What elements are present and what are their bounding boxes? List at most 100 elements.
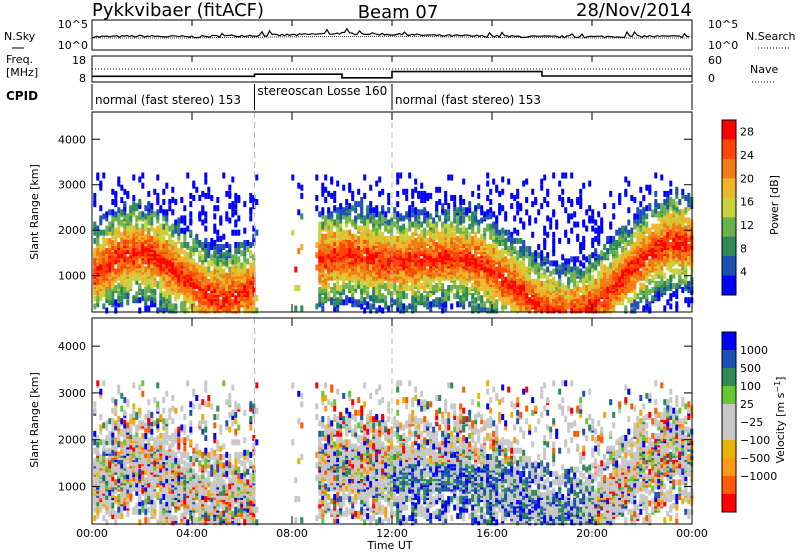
power-cell: [582, 244, 586, 250]
power-cell: [432, 299, 436, 306]
power-cell: [564, 207, 568, 214]
power-cell: [588, 305, 592, 312]
power-cell: [594, 282, 598, 289]
power-cell: [396, 223, 400, 230]
power-cell: [588, 180, 592, 187]
power-cell: [687, 256, 691, 263]
power-cell: [366, 264, 370, 271]
power-cell: [546, 231, 550, 238]
power-cell: [642, 219, 646, 226]
power-cell: [450, 231, 454, 238]
power-cell: [669, 282, 673, 289]
power-cell: [105, 297, 109, 304]
power-cell: [174, 303, 178, 310]
power-cell: [477, 244, 481, 250]
power-cell: [207, 307, 211, 314]
power-cell: [507, 178, 511, 185]
power-cell: [126, 280, 130, 287]
power-cell: [216, 270, 220, 277]
power-cell: [324, 225, 328, 232]
power-cell: [657, 211, 661, 218]
power-cell: [321, 297, 325, 304]
power-cell: [534, 282, 538, 289]
power-cell: [321, 233, 325, 240]
power-cell: [405, 188, 409, 195]
power-cell: [210, 237, 214, 244]
power-cell: [657, 272, 661, 279]
power-cell: [585, 274, 589, 281]
power-cell: [543, 289, 547, 295]
power-cell: [447, 215, 451, 222]
power-cell: [189, 285, 193, 291]
power-cell: [111, 260, 115, 267]
power-cell: [576, 256, 580, 263]
power-cell: [543, 174, 547, 181]
power-cell: [162, 209, 166, 216]
power-cell: [420, 197, 424, 203]
power-cell: [219, 303, 223, 310]
power-cell: [138, 262, 142, 269]
power-cell: [519, 203, 523, 210]
power-cell: [228, 293, 232, 300]
power-cell: [144, 305, 148, 312]
power-cell: [672, 209, 676, 216]
power-cell: [165, 293, 169, 300]
freq-unit: [MHz]: [6, 66, 38, 79]
power-cell: [495, 221, 499, 228]
power-cell: [651, 240, 655, 246]
power-cell: [441, 203, 445, 210]
power-cell: [144, 274, 148, 281]
power-colorbar-label: Power [dB]: [768, 175, 781, 235]
power-cell: [174, 276, 178, 283]
power-cell: [159, 252, 163, 259]
power-cell: [447, 258, 451, 265]
power-cell: [417, 262, 421, 269]
power-cell: [672, 203, 676, 210]
power-cell: [441, 207, 445, 214]
power-cell: [159, 233, 163, 240]
power-cell: [183, 215, 187, 222]
power-cell: [135, 270, 139, 277]
power-cell: [231, 266, 235, 273]
power-cell: [171, 229, 175, 236]
power-cell: [357, 282, 361, 289]
power-cell: [438, 186, 442, 193]
power-cell: [657, 252, 661, 259]
power-cell: [114, 235, 118, 242]
power-cell: [672, 221, 676, 228]
power-cell: [546, 307, 550, 314]
power-cell: [399, 250, 403, 257]
power-cell: [525, 178, 529, 185]
station-title: Pykkvibaer (fitACF): [92, 0, 264, 21]
power-cell: [657, 280, 661, 287]
power-cell: [654, 223, 658, 230]
power-cell: [522, 268, 526, 275]
power-cell: [603, 264, 607, 271]
cpid-segment-label-1: stereoscan Losse 160: [258, 84, 388, 98]
power-cell: [162, 258, 166, 265]
power-cell: [654, 211, 658, 218]
power-cell: [360, 260, 364, 267]
power-cell: [552, 246, 556, 253]
power-cell: [453, 225, 457, 232]
power-cell: [444, 213, 448, 220]
power-cell: [102, 244, 106, 250]
power-cell: [108, 237, 112, 244]
power-cell: [186, 242, 190, 248]
power-cell: [132, 174, 136, 181]
power-cell: [120, 209, 124, 216]
power-cell: [198, 274, 202, 281]
power-cell: [561, 268, 565, 275]
power-cell: [231, 254, 235, 261]
power-cell: [453, 217, 457, 224]
power-cell: [645, 262, 649, 269]
power-cell: [426, 229, 430, 236]
power-cell: [480, 270, 484, 277]
power-cell: [684, 225, 688, 232]
power-cell: [498, 260, 502, 267]
power-cell: [384, 215, 388, 222]
power-cell: [489, 268, 493, 275]
power-cell: [183, 227, 187, 234]
power-cell: [567, 297, 571, 304]
power-cell: [378, 211, 382, 218]
